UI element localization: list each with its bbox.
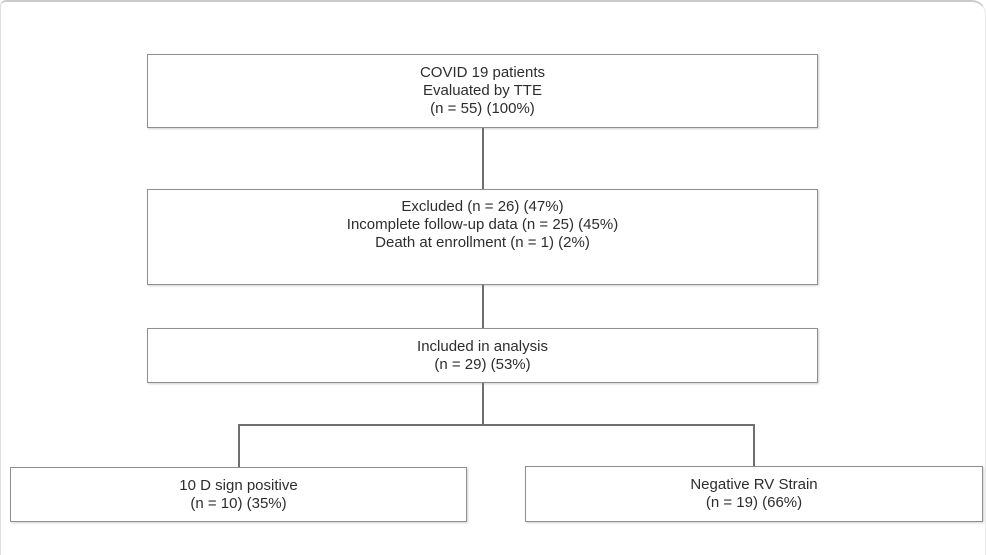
connector-branch-horizontal xyxy=(238,424,755,426)
flow-box-covid-patients: COVID 19 patients Evaluated by TTE (n = … xyxy=(147,54,818,128)
connector-branch-left xyxy=(238,424,240,468)
d-sign-box-line-2: (n = 10) (35%) xyxy=(190,494,287,512)
flow-box-d-sign-positive: 10 D sign positive (n = 10) (35%) xyxy=(10,467,467,522)
covid-box-line-1: COVID 19 patients xyxy=(419,64,546,81)
covid-box-line-2: Evaluated by TTE xyxy=(423,82,542,99)
excluded-box-line-3: Death at enrollment (n = 1) (2%) xyxy=(375,234,590,251)
included-box-line-2: (n = 29) (53%) xyxy=(434,355,531,373)
excluded-box-line-2: Incomplete follow-up data (n = 25) (45%) xyxy=(346,216,619,233)
negative-rv-box-line-2: (n = 19) (66%) xyxy=(705,494,803,511)
connector-included-stem xyxy=(482,383,484,425)
connector-covid-to-excluded xyxy=(482,128,484,189)
covid-box-line-3: (n = 55) (100%) xyxy=(430,100,535,117)
flow-box-negative-rv-strain: Negative RV Strain (n = 19) (66%) xyxy=(525,466,983,522)
flow-box-excluded: Excluded (n = 26) (47%) Incomplete follo… xyxy=(147,189,818,285)
negative-rv-box-line-1: Negative RV Strain xyxy=(690,476,818,493)
connector-branch-right xyxy=(753,424,755,467)
excluded-box-line-1: Excluded (n = 26) (47%) xyxy=(401,198,564,215)
flow-box-included: Included in analysis (n = 29) (53%) xyxy=(147,328,818,383)
d-sign-box-line-1: 10 D sign positive xyxy=(179,476,298,494)
connector-excluded-to-included xyxy=(482,285,484,328)
included-box-line-1: Included in analysis xyxy=(417,337,548,355)
